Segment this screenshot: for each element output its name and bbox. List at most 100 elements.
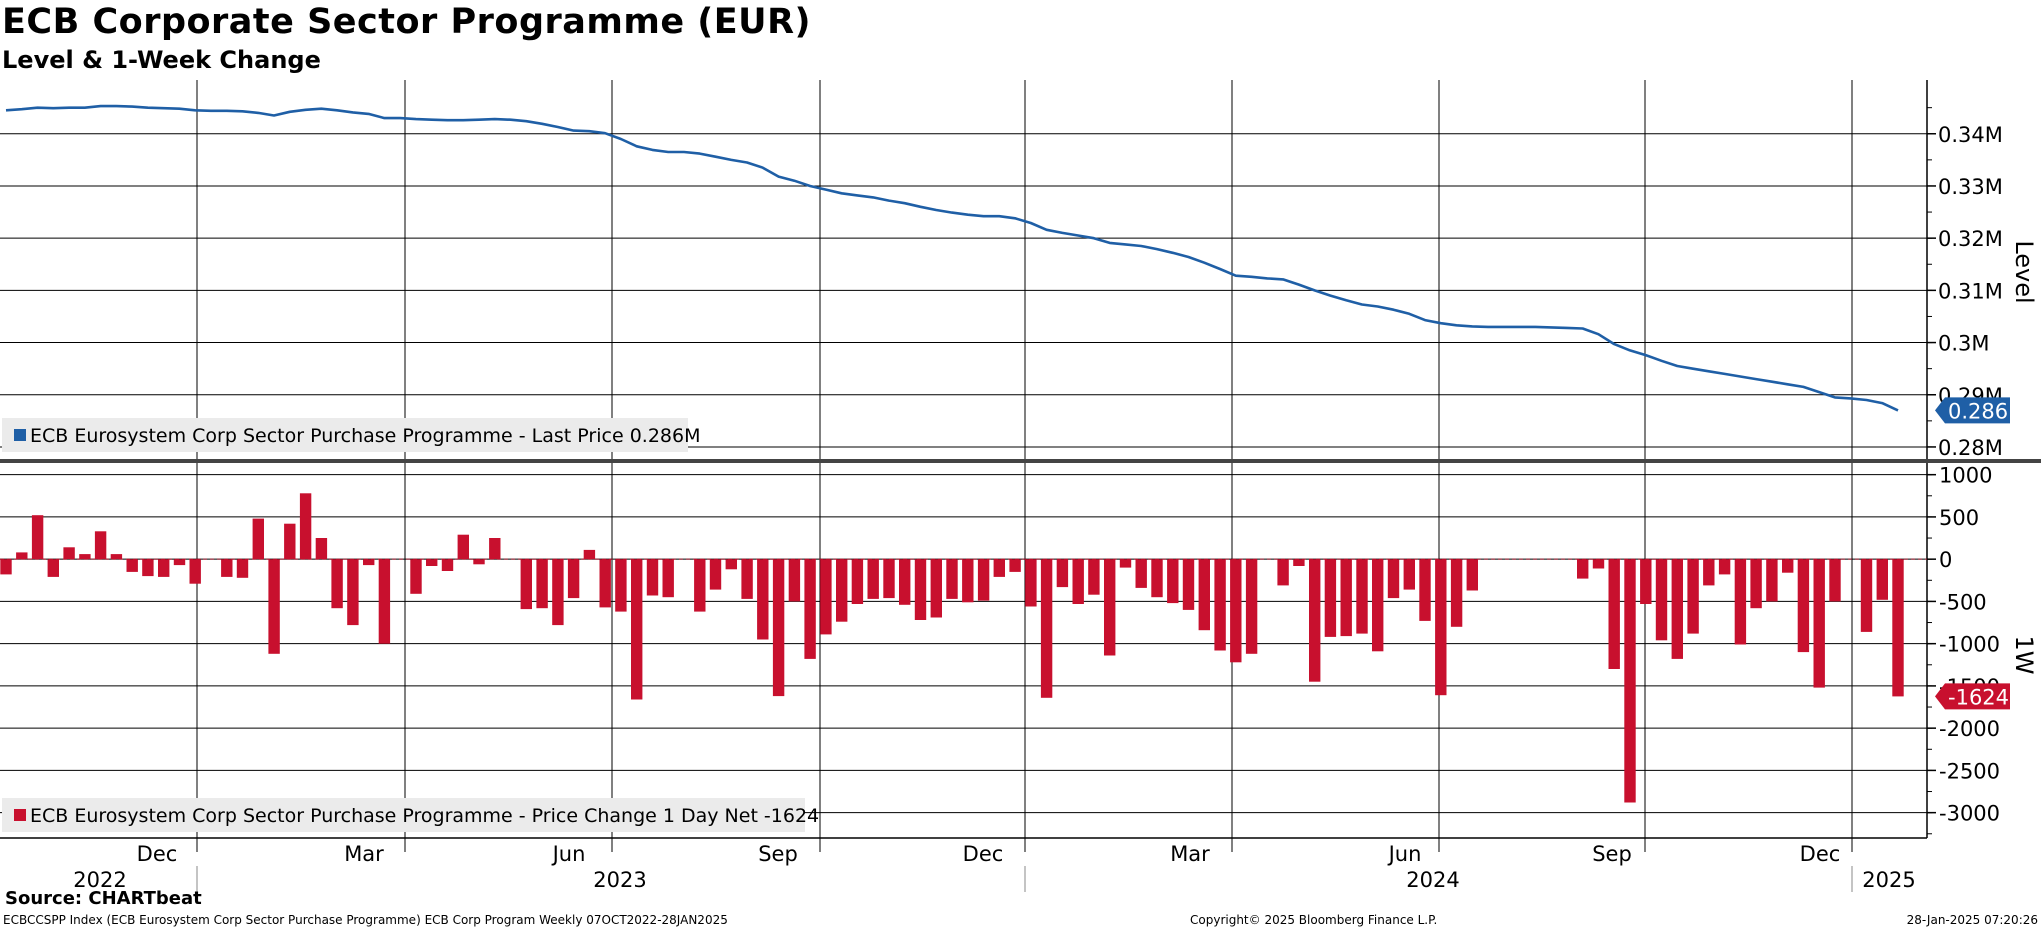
change-bar: [946, 559, 958, 599]
level-tick-label: 0.32M: [1938, 227, 2003, 251]
change-bar: [299, 493, 312, 560]
change-bar: [1230, 559, 1242, 663]
change-bar: [804, 559, 816, 659]
level-tick-label: 0.3M: [1938, 332, 1990, 356]
change-bar: [1703, 559, 1715, 586]
change-bar: [1592, 559, 1605, 569]
source-note: Source: CHARTbeat: [5, 888, 202, 909]
chart-subtitle: Level & 1-Week Change: [2, 46, 321, 74]
change-bar: [1324, 559, 1337, 637]
change-bar: [1403, 559, 1415, 590]
change-bar: [1387, 559, 1400, 599]
change-bar: [1104, 559, 1116, 656]
change-last-value-tag-label: -1624: [1948, 685, 2009, 709]
level-panel: 0.28M0.29M0.3M0.31M0.32M0.33M0.34M0.286M…: [2, 104, 2026, 460]
change-bar: [79, 554, 91, 560]
x-year-label: 2025: [1862, 868, 1915, 892]
change-bar: [1009, 559, 1021, 572]
level-last-value-tag-label: 0.286M: [1948, 399, 2026, 423]
change-tick-label: -1000: [1939, 633, 2000, 657]
change-bar: [1025, 559, 1037, 607]
change-bar: [1151, 559, 1163, 598]
change-bar: [993, 559, 1005, 577]
change-tick-label: -3000: [1939, 802, 2000, 826]
change-bar: [31, 515, 44, 560]
change-bar: [1135, 559, 1147, 588]
change-bar: [1167, 559, 1179, 604]
change-bar: [363, 559, 375, 566]
change-bar: [473, 559, 485, 565]
change-legend-label: ECB Eurosystem Corp Sector Purchase Prog…: [30, 805, 819, 827]
change-bar: [772, 559, 785, 697]
level-legend-swatch: [14, 429, 26, 441]
change-tick-label: -2500: [1939, 759, 2000, 783]
change-bar: [1577, 559, 1589, 579]
level-legend-background: [2, 418, 688, 452]
change-bar: [820, 559, 832, 635]
change-bar: [284, 523, 296, 560]
change-bar: [567, 559, 580, 599]
change-bar: [347, 559, 359, 626]
change-bar: [867, 559, 879, 599]
change-axis-title: 1W: [2010, 636, 2038, 675]
change-bar: [914, 559, 927, 620]
change-bar: [0, 559, 12, 575]
change-bar: [615, 559, 627, 612]
change-bar: [1624, 559, 1636, 803]
change-bar: [1040, 559, 1053, 698]
level-tick-label: 0.31M: [1938, 279, 2003, 303]
level-last-value-tag: [1935, 397, 2010, 424]
change-bar: [1876, 559, 1888, 600]
change-bar: [725, 559, 737, 570]
change-bar: [1829, 559, 1841, 602]
change-bar: [583, 549, 596, 560]
change-bar: [158, 559, 170, 577]
change-legend-background: [2, 798, 805, 832]
x-month-label: Dec: [137, 842, 178, 866]
x-month-label: Sep: [1592, 842, 1632, 866]
change-bar: [883, 559, 895, 599]
change-bar: [1340, 559, 1352, 637]
level-series-line: [5, 104, 1899, 412]
change-bar: [552, 559, 564, 626]
change-bar: [1797, 559, 1810, 653]
x-year-label: 2023: [593, 868, 646, 892]
change-bar: [962, 559, 974, 603]
change-bar: [631, 559, 643, 700]
change-tick-label: -500: [1939, 590, 1987, 614]
change-bar: [1088, 559, 1100, 595]
change-bar: [236, 559, 249, 578]
grid-layer: [0, 80, 2041, 838]
chart-title: ECB Corporate Sector Programme (EUR): [2, 2, 812, 42]
change-bar: [268, 559, 280, 654]
change-bar: [16, 552, 28, 560]
change-bar: [457, 534, 469, 560]
x-year-label: 2022: [73, 868, 126, 892]
change-bar: [47, 559, 59, 577]
change-tick-label: 1000: [1939, 464, 1992, 488]
change-bar: [1309, 559, 1321, 682]
level-axis-title: Level: [2010, 240, 2038, 303]
change-bar: [441, 559, 454, 571]
change-bar: [173, 559, 186, 566]
change-legend-swatch: [14, 809, 26, 821]
change-bar: [709, 559, 722, 590]
change-last-value-tag: [1935, 683, 2010, 710]
change-bar: [694, 559, 706, 612]
change-panel: 10005000-500-1000-1500-2000-2500-3000-16…: [0, 464, 2010, 835]
change-bar: [142, 559, 154, 577]
change-bar: [930, 559, 942, 618]
change-bar: [1655, 559, 1668, 641]
change-bar: [1214, 559, 1226, 651]
change-bar: [1056, 559, 1069, 588]
change-bar: [1119, 559, 1132, 568]
change-bar: [1245, 559, 1258, 654]
change-bar: [94, 531, 107, 560]
change-bar: [489, 538, 501, 560]
change-bar: [221, 559, 233, 577]
change-tick-label: 0: [1939, 548, 1952, 572]
level-tick-label: 0.34M: [1938, 123, 2003, 147]
change-bar: [662, 559, 674, 598]
x-month-label: Dec: [1800, 842, 1841, 866]
